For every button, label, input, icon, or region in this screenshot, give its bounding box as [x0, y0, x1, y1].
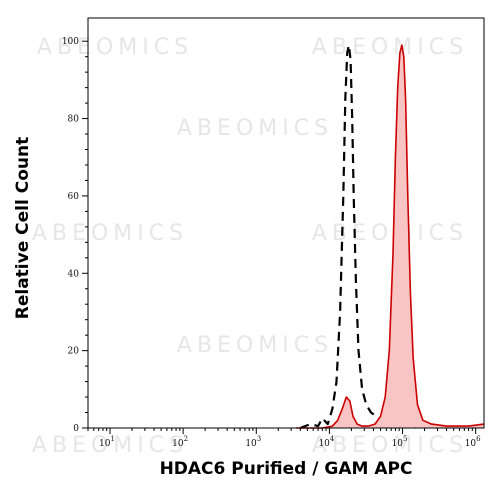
watermark-layer: ABEOMICS ABEOMICS ABEOMICS ABEOMICS ABEOMICS…	[32, 35, 468, 458]
watermark-text: ABEOMICS	[32, 221, 188, 246]
watermark-text: ABEOMICS	[177, 116, 333, 141]
y-tick-label: 60	[68, 192, 80, 202]
watermark-text: ABEOMICS	[312, 221, 468, 246]
y-axis: 0 20 40 60 80 100	[62, 37, 88, 434]
watermark-text: ABEOMICS	[177, 333, 333, 358]
x-tick-label: 106	[465, 435, 481, 449]
x-tick-label: 104	[318, 435, 334, 449]
watermark-text: ABEOMICS	[312, 433, 468, 458]
x-tick-label: 102	[172, 435, 188, 449]
x-tick-label: 103	[245, 435, 261, 449]
x-axis-title: HDAC6 Purified / GAM APC	[160, 459, 413, 479]
x-axis: 101 102 103 104 105 106	[87, 428, 481, 449]
x-tick-label: 101	[99, 435, 115, 449]
y-axis-title: Relative Cell Count	[13, 137, 33, 319]
plot-area	[296, 44, 485, 430]
watermark-text: ABEOMICS	[32, 433, 188, 458]
plot-frame	[87, 17, 485, 429]
y-tick-label: 100	[62, 37, 79, 47]
y-tick-label: 40	[68, 269, 80, 279]
watermark-text: ABEOMICS	[312, 35, 468, 60]
y-tick-label: 20	[68, 347, 80, 357]
filled-series-line	[296, 44, 485, 429]
y-tick-label: 0	[73, 424, 79, 434]
filled-series-area	[296, 45, 484, 428]
y-tick-label: 80	[68, 115, 80, 125]
watermark-text: ABEOMICS	[37, 35, 193, 60]
x-tick-label: 105	[392, 435, 408, 449]
